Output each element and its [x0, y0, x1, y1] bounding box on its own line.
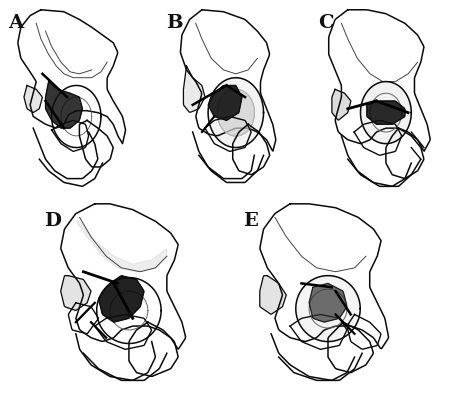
Polygon shape: [367, 101, 405, 124]
Text: B: B: [166, 14, 182, 32]
Text: D: D: [44, 212, 61, 230]
Text: A: A: [9, 14, 24, 32]
Polygon shape: [208, 78, 264, 148]
Polygon shape: [99, 276, 144, 322]
Polygon shape: [76, 221, 167, 272]
Polygon shape: [309, 284, 347, 322]
Polygon shape: [183, 66, 205, 112]
Polygon shape: [296, 276, 360, 342]
Polygon shape: [46, 82, 82, 128]
Text: E: E: [243, 212, 257, 230]
Polygon shape: [332, 89, 351, 120]
Polygon shape: [361, 82, 411, 144]
Polygon shape: [24, 86, 42, 112]
Polygon shape: [218, 89, 255, 136]
Polygon shape: [61, 276, 91, 310]
Polygon shape: [260, 276, 286, 314]
Text: C: C: [319, 14, 334, 32]
Polygon shape: [209, 86, 242, 120]
